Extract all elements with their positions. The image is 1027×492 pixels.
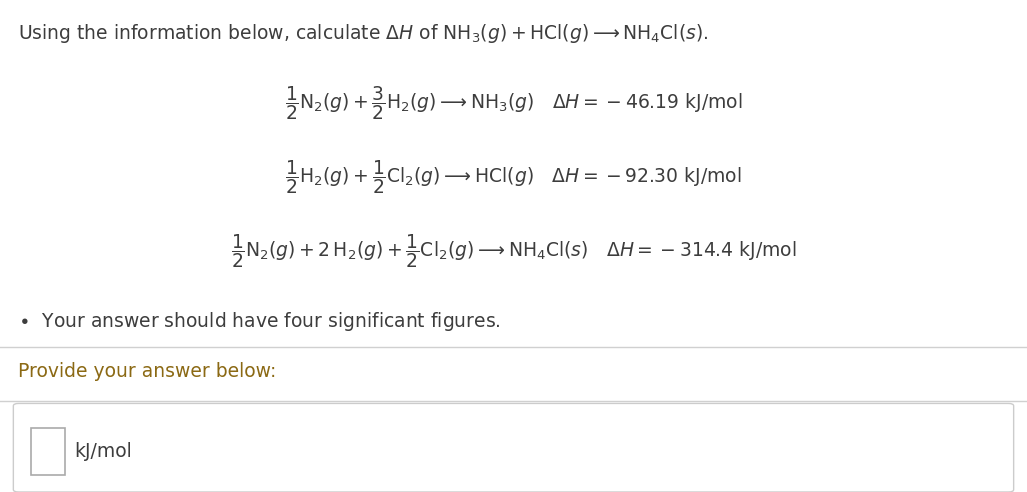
Text: $\bullet$  Your answer should have four significant figures.: $\bullet$ Your answer should have four s… (18, 310, 501, 333)
Text: $\dfrac{1}{2}\mathrm{N_2}(g) + \dfrac{3}{2}\mathrm{H_2}(g) \longrightarrow \math: $\dfrac{1}{2}\mathrm{N_2}(g) + \dfrac{3}… (284, 85, 743, 122)
FancyBboxPatch shape (13, 403, 1014, 492)
Text: Provide your answer below:: Provide your answer below: (18, 362, 277, 381)
Text: kJ/mol: kJ/mol (74, 442, 131, 461)
Text: Using the information below, calculate $\Delta H$ of $\mathrm{NH_3}(g) + \mathrm: Using the information below, calculate $… (18, 22, 709, 45)
Text: $\dfrac{1}{2}\mathrm{H_2}(g) + \dfrac{1}{2}\mathrm{Cl_2}(g) \longrightarrow \mat: $\dfrac{1}{2}\mathrm{H_2}(g) + \dfrac{1}… (286, 158, 741, 196)
FancyBboxPatch shape (31, 428, 65, 475)
Text: $\dfrac{1}{2}\mathrm{N_2}(g) + 2\,\mathrm{H_2}(g) + \dfrac{1}{2}\mathrm{Cl_2}(g): $\dfrac{1}{2}\mathrm{N_2}(g) + 2\,\mathr… (231, 232, 796, 270)
